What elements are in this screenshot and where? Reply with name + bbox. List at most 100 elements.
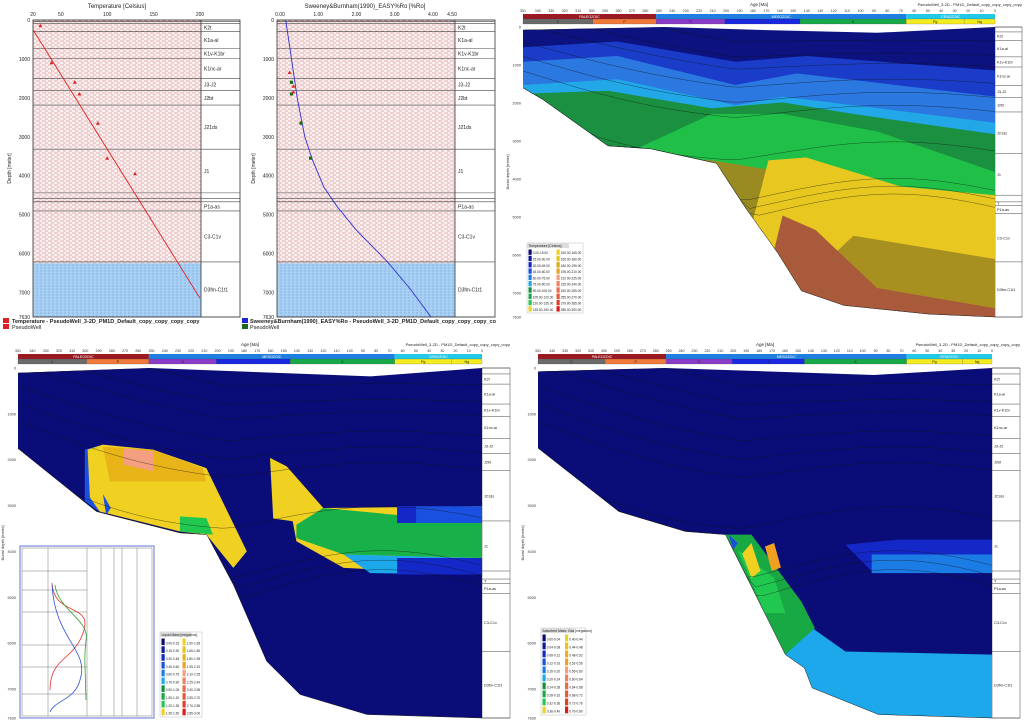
age-tick-label: 330 [548, 9, 554, 13]
depth-tick-label: 1000 [513, 64, 521, 68]
age-tick-label: 220 [704, 349, 710, 353]
age-tick-label: 290 [614, 349, 620, 353]
x-tick-label: 1.00 [313, 12, 323, 18]
age-tick-label: 240 [669, 9, 675, 13]
formation-label: P1a-as [997, 208, 1009, 212]
legend-label: 0.04-0.08 [547, 646, 561, 650]
formation-label: K1v-K1br [997, 60, 1014, 64]
formation-label: K1v-K1br [458, 51, 479, 57]
age-tick-label: 200 [723, 9, 729, 13]
legend-label: 75.00-90.00 [533, 283, 550, 287]
x-tick-label: 4.50 [447, 12, 457, 18]
age-tick-label: 330 [43, 349, 49, 353]
period-label: P [117, 360, 120, 364]
age-tick-label: 320 [56, 349, 62, 353]
age-tick-label: 190 [737, 9, 743, 13]
age-tick-label: 170 [769, 349, 775, 353]
x-tick-label: 0.00 [275, 12, 285, 18]
age-tick-label: 310 [69, 349, 75, 353]
legend-swatch [528, 262, 532, 268]
series-line [32, 29, 201, 299]
formation-label: P1a-as [458, 204, 474, 210]
age-tick-label: 230 [692, 349, 698, 353]
vitrinite-plot-title: Sweeney&Burnham(1990)_EASY%Ro [%Ro] [305, 4, 426, 10]
horizon-line [18, 448, 482, 599]
legend-label: 2.25-2.40 [187, 680, 201, 684]
legend-label: 0.00-15.00 [533, 251, 548, 255]
legend-swatch [556, 287, 560, 293]
age-tick-label: 260 [642, 9, 648, 13]
formation-label: K1nc-ar [204, 66, 222, 72]
legend-swatch [182, 646, 186, 653]
legend-label: 0.72-0.76 [569, 702, 583, 706]
legend-swatch [161, 654, 165, 661]
age-tick-label: 20 [454, 349, 458, 353]
age-tick-label: 140 [808, 349, 814, 353]
age-tick-label: 310 [575, 9, 581, 13]
vitrinite-legend-swatch-line [242, 318, 248, 323]
legend-swatch [542, 706, 546, 714]
age-tick-label: 340 [30, 349, 36, 353]
x-tick-label: 150 [149, 12, 158, 18]
horizon-line [18, 420, 482, 478]
legend-swatch [542, 674, 546, 682]
period-label: K [341, 360, 344, 364]
formation-label: K2t [484, 378, 491, 382]
era-label: PALEOZOIC [579, 15, 600, 19]
age-tick-label: 250 [149, 349, 155, 353]
legend-label: 0.68-0.72 [569, 694, 583, 698]
section-body [538, 368, 992, 718]
legend-swatch [542, 634, 546, 642]
legend-label: 0.40-0.44 [569, 638, 583, 642]
period-label: C [557, 20, 560, 24]
formation-label: K1a-al [997, 47, 1008, 51]
period-label: J [767, 360, 769, 364]
legend-label: 0.60-0.64 [569, 678, 583, 682]
formation-label: D3fm-C1t1 [994, 683, 1012, 687]
formation-label: T [997, 202, 1000, 206]
formation-label: C3-C1v [204, 234, 221, 240]
age-tick-label: 250 [666, 349, 672, 353]
horizon-line [18, 403, 482, 460]
era-label: CENOZOIC [940, 355, 959, 359]
era-bar-paleozoic [538, 354, 667, 359]
depth-tick-label: 7630 [513, 316, 521, 320]
legend-label: 0.52-0.56 [569, 662, 583, 666]
period-label: C [51, 360, 54, 364]
y-tick-label: 5000 [19, 213, 30, 219]
horizon-line [538, 385, 992, 441]
age-tick-label: 10 [467, 349, 471, 353]
data-point-marker [49, 60, 54, 65]
y-axis-label: Burial depth [meter] [0, 526, 5, 561]
legend-label: 1.95-2.10 [187, 665, 201, 669]
property-cell-patch [179, 516, 213, 535]
age-tick-label: 290 [602, 9, 608, 13]
age-tick-label: 240 [679, 349, 685, 353]
formation-label: K1v-K1br [204, 51, 225, 57]
legend-label: 1.80-1.95 [187, 657, 201, 661]
depth-tick-label: 2000 [8, 458, 16, 462]
age-tick-label: 230 [683, 9, 689, 13]
age-tick-label: 90 [361, 349, 365, 353]
age-tick-label: 210 [717, 349, 723, 353]
formation-label: K1a-al [458, 38, 472, 44]
legend-label: 90.00-105.00 [533, 289, 552, 293]
legend-swatch [542, 650, 546, 658]
horizon-line [523, 87, 995, 161]
legend-swatch [556, 293, 560, 299]
data-point-marker [72, 80, 77, 84]
era-label: PALEOZOIC [592, 355, 613, 359]
formation-label: J21ds [484, 494, 494, 498]
legend-swatch [161, 693, 165, 700]
age-tick-label: 180 [750, 9, 756, 13]
age-tick-label: 220 [696, 9, 702, 13]
legend-swatch [161, 661, 165, 669]
legend-label: 0.64-0.68 [569, 686, 583, 690]
formation-label: J3-J2 [204, 83, 216, 89]
depth-tick-label: 1000 [8, 412, 16, 416]
age-tick-label: 10 [980, 9, 984, 13]
age-tick-label: 50 [926, 9, 930, 13]
legend-label: 210.00-225.00 [561, 276, 582, 280]
horizon-line [523, 56, 995, 103]
formation-label: C3-C1v [484, 621, 497, 625]
